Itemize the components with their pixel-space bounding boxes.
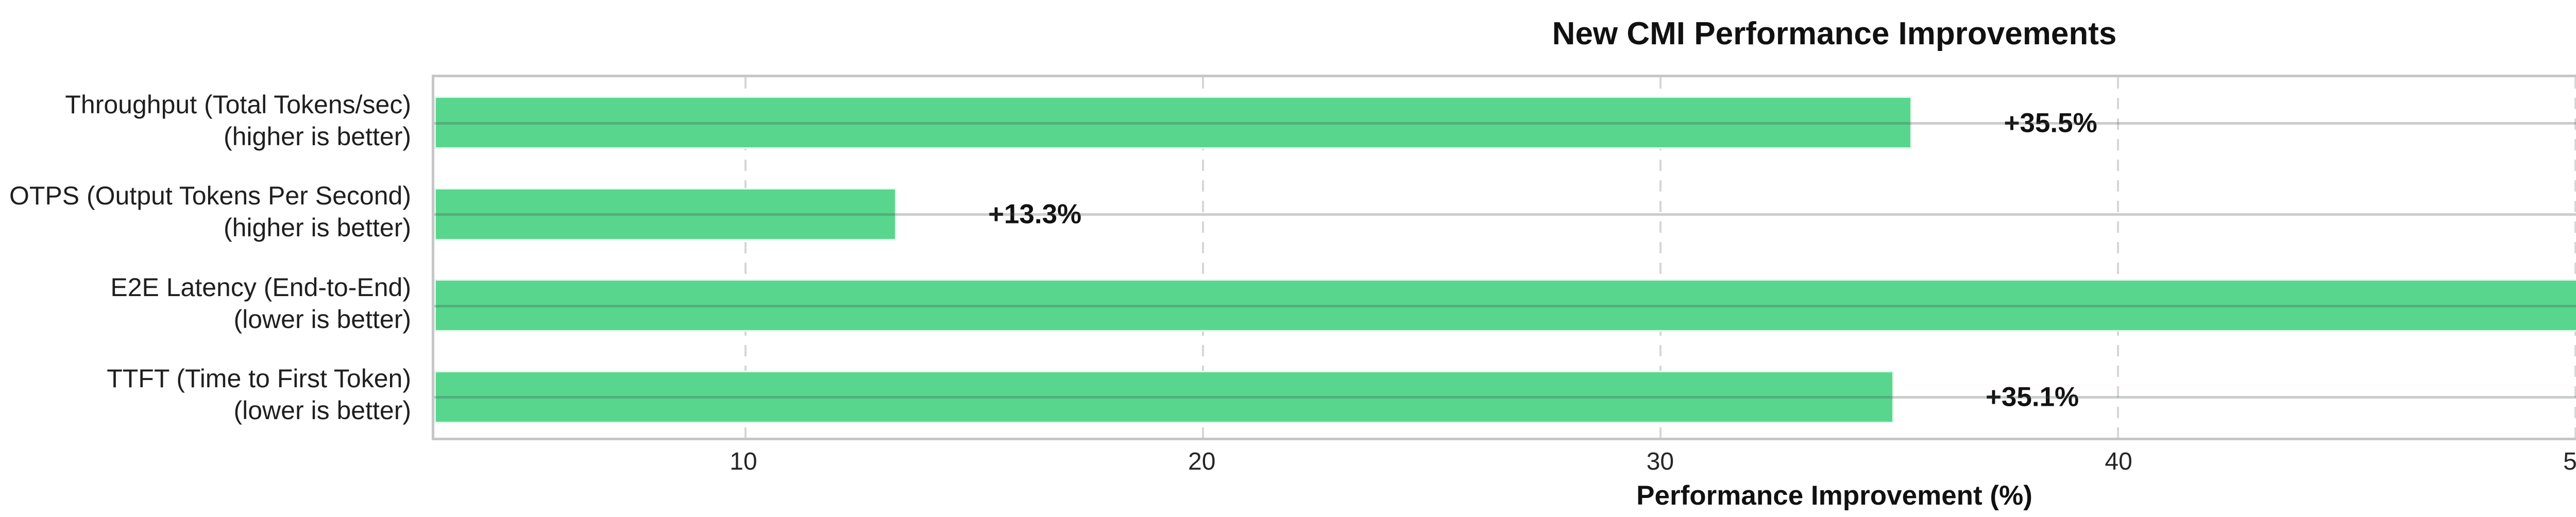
- x-tick-label: 40: [2105, 448, 2132, 475]
- category-label-line2: (lower is better): [233, 304, 411, 334]
- category-label-line2: (higher is better): [223, 122, 411, 151]
- bar: [434, 279, 2576, 332]
- bar: [434, 370, 1894, 423]
- x-axis-ticks: 102030405060: [432, 447, 2576, 478]
- x-gridline: [2117, 77, 2120, 438]
- x-tick-label: 10: [730, 448, 757, 475]
- y-gridline: [434, 122, 2576, 125]
- category-label-line2: (lower is better): [233, 396, 411, 425]
- category-label: E2E Latency (End-to-End) (lower is better…: [0, 271, 411, 335]
- x-tick-label: 50: [2563, 448, 2576, 475]
- category-label-line1: Throughput (Total Tokens/sec): [65, 90, 411, 119]
- bar-row: +35.5%: [434, 77, 2576, 169]
- y-gridline: [434, 304, 2576, 307]
- category-label: OTPS (Output Tokens Per Second) (higher i…: [0, 180, 411, 244]
- x-tick-label: 30: [1646, 448, 1674, 475]
- chart-title: New CMI Performance Improvements: [1552, 16, 2117, 51]
- plot-area: +35.5% +13.3% +54.3% +35.1%: [432, 75, 2576, 440]
- x-axis-label: Performance Improvement (%): [1636, 480, 2032, 511]
- category-label-line1: TTFT (Time to First Token): [107, 364, 411, 393]
- category-label-line1: OTPS (Output Tokens Per Second): [9, 181, 411, 211]
- bar-row: +35.1%: [434, 352, 2576, 443]
- x-gridline: [1659, 77, 1662, 438]
- category-label-line2: (higher is better): [223, 213, 411, 243]
- category-label: Throughput (Total Tokens/sec) (higher is …: [0, 89, 411, 152]
- category-label: TTFT (Time to First Token) (lower is bett…: [0, 363, 411, 426]
- x-tick-label: 20: [1188, 448, 1216, 475]
- bar: [434, 187, 896, 240]
- bar-value-label: +35.5%: [2004, 108, 2097, 139]
- category-label-line1: E2E Latency (End-to-End): [110, 272, 411, 302]
- bar-row: +54.3%: [434, 260, 2576, 352]
- bar-value-label: +35.1%: [1985, 382, 2079, 412]
- y-gridline: [434, 213, 2576, 216]
- bar-row: +13.3%: [434, 169, 2576, 261]
- x-gridline: [1201, 77, 1204, 438]
- x-gridline: [744, 77, 747, 438]
- bar: [434, 96, 1912, 149]
- x-gridline: [2574, 77, 2576, 438]
- y-gridline: [434, 396, 2576, 399]
- bar-value-label: +13.3%: [988, 199, 1082, 230]
